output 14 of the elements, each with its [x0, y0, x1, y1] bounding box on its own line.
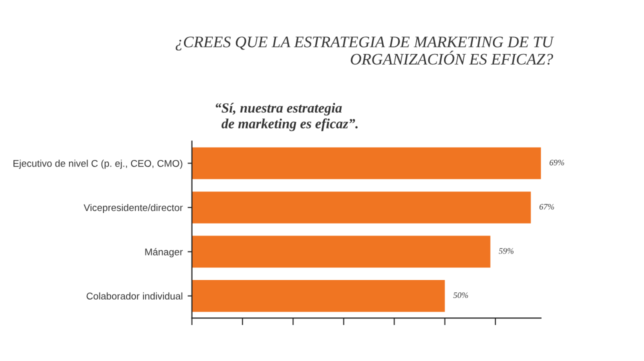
chart-title: ¿CREES QUE LA ESTRATEGIA DE MARKETING DE TU ORGANIZACIÓN ES EFICAZ? — [176, 36, 554, 65]
bar — [192, 192, 531, 224]
data-label: 50% — [453, 292, 468, 298]
data-label: 69% — [550, 160, 564, 166]
y-tick-label: Mánager — [145, 248, 183, 258]
bar — [192, 147, 541, 180]
bar — [192, 280, 445, 312]
bar — [192, 236, 490, 268]
data-label: 67% — [540, 204, 554, 210]
chart-subtitle: “Sí, nuestra estrategia de marketing es eficaz”. — [216, 102, 358, 132]
y-tick-label: Vicepresidente/director — [84, 204, 183, 214]
y-tick-label: Ejecutivo de nivel C (p. ej., CEO, CMO) — [13, 160, 182, 169]
y-tick-label: Colaborador individual — [86, 292, 182, 300]
data-label: 59% — [498, 248, 514, 254]
